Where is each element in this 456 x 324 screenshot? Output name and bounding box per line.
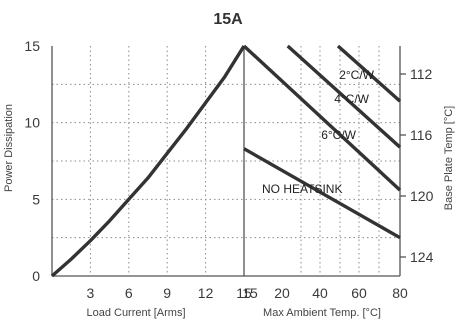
x-tick-label-right: 15 bbox=[242, 285, 258, 301]
curve-label: 2°C/W bbox=[339, 68, 374, 82]
x-axis-label-left: Load Current [Arms] bbox=[86, 307, 185, 319]
x-axis-label-right: Max Ambient Temp. [°C] bbox=[263, 307, 381, 319]
x-tick-label-left: 12 bbox=[198, 285, 214, 301]
x-tick-label-left: 15 bbox=[236, 285, 252, 301]
y2-tick-label: 124 bbox=[410, 249, 434, 265]
y2-tick-label: 116 bbox=[410, 127, 433, 143]
x-tick-label-left: 3 bbox=[87, 285, 95, 301]
curve-label: NO HEATSINK bbox=[262, 182, 342, 196]
derating-curve bbox=[286, 44, 402, 149]
y-tick-label: 0 bbox=[32, 268, 40, 284]
y-tick-label: 15 bbox=[24, 38, 40, 54]
x-tick-label-left: 9 bbox=[163, 285, 171, 301]
y2-tick-label: 112 bbox=[410, 66, 433, 82]
x-tick-label-right: 80 bbox=[392, 285, 408, 301]
chart-title: 15A bbox=[213, 11, 243, 28]
y-tick-label: 5 bbox=[32, 191, 40, 207]
derating-curve bbox=[336, 44, 402, 103]
derating-curve bbox=[243, 147, 401, 240]
curves bbox=[50, 44, 402, 278]
y-axis-label-left: Power Dissipation bbox=[3, 104, 15, 192]
curve-labels: 2°C/W 4°C/W 6°C/W NO HEATSINK bbox=[262, 68, 375, 196]
x-tick-label-right: 20 bbox=[274, 285, 290, 301]
curve-label: 4°C/W bbox=[334, 92, 369, 106]
power-dissipation-curve bbox=[50, 45, 246, 278]
derating-curve bbox=[242, 44, 402, 192]
x-tick-label-left: 6 bbox=[125, 285, 133, 301]
x-tick-label-right: 40 bbox=[312, 285, 328, 301]
x-tick-label-right: 60 bbox=[351, 285, 367, 301]
y-axis-label-right: Base Plate Temp [°C] bbox=[443, 106, 455, 210]
curve-label: 6°C/W bbox=[321, 128, 356, 142]
y-tick-label: 10 bbox=[24, 115, 40, 131]
y2-tick-label: 120 bbox=[410, 188, 434, 204]
